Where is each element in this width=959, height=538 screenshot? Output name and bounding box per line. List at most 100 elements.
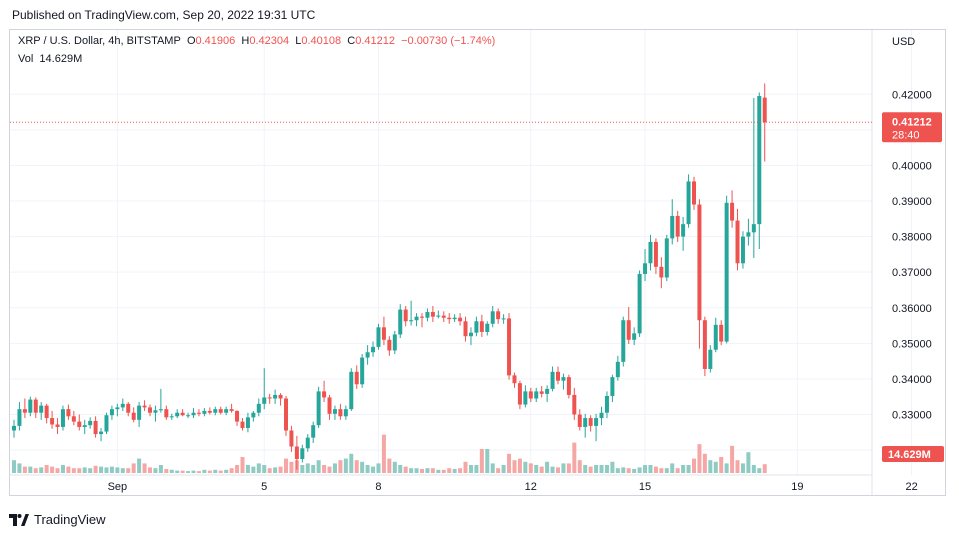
candle-body [479,321,484,332]
candle-body [740,236,745,264]
volume-bar [169,469,174,473]
volume-bar [392,461,397,473]
volume-bar [229,468,234,473]
volume-bar [278,466,283,473]
candle-body [664,238,669,278]
candle-body [305,437,310,449]
candle-body [55,424,60,427]
x-tick-label: 5 [261,481,267,493]
candle-body [670,215,675,239]
candle-body [245,417,250,429]
candle-body [528,391,533,399]
candle-body [496,311,501,320]
candle-body [148,407,152,413]
volume-bar [403,466,408,473]
volume-bar [692,458,696,473]
volume-bar [33,468,38,473]
candle-body [746,232,751,237]
candle-body [392,334,397,351]
volume-bar [577,460,582,473]
candle-body [77,421,82,427]
candle-body [191,412,196,416]
legend-close-label: C [347,35,356,47]
candle-body [82,425,87,427]
candle-body [207,410,212,413]
volume-bar [120,468,125,473]
candle-body [99,431,104,435]
candle-body [131,412,136,420]
legend-close: 0.41212 [355,35,395,47]
legend-high: 0.42304 [249,35,290,47]
volume-bar [550,466,555,473]
volume-bar [12,460,16,473]
volume-bar [71,468,76,473]
candle-body [137,405,142,420]
legend-ohlc: XRP / U.S. Dollar, 4h, BITSTAMP O0.41906… [18,35,495,47]
candle-body [289,430,294,447]
candle-body [697,204,702,321]
footer-brand-text: TradingView [34,512,106,527]
y-tick-label: 0.33000 [892,410,932,422]
volume-bar [381,434,386,473]
volume-bar [66,466,71,473]
volume-bar [414,468,419,473]
volume-bar [610,461,615,473]
candle-body [175,412,180,417]
volume-bar [180,470,185,473]
volume-bar [262,465,267,473]
volume-bar [653,466,658,473]
candle-body [762,97,767,123]
volume-bar [724,463,729,473]
candle-body [577,414,582,427]
chart-canvas[interactable]: 0.320000.330000.340000.350000.360000.370… [10,30,945,495]
candle-body [153,410,158,413]
candle-body [278,394,283,399]
candle-layer [12,83,767,470]
volume-bar [441,469,446,473]
candle-body [458,317,463,322]
volume-bar [142,463,147,473]
volume-bar [430,468,435,473]
volume-bar [327,466,332,473]
candle-body [202,410,207,414]
candle-body [66,409,71,417]
candle-body [566,377,571,395]
candle-body [751,224,756,233]
volume-bar [17,463,22,473]
volume-bar [735,460,740,473]
candle-body [224,409,229,413]
volume-bar [757,468,762,473]
volume-bar [490,463,495,473]
volume-bar [713,461,718,473]
chart-frame[interactable]: 0.320000.330000.340000.350000.360000.370… [9,29,946,496]
volume-bar [376,463,381,473]
volume-bar [615,468,620,473]
volume-bar [556,467,560,473]
candle-body [643,263,648,274]
candle-body [50,418,55,425]
volume-bar [501,465,506,473]
y-tick-label: 0.42000 [892,89,932,101]
volume-bar [659,468,664,473]
footer-brand[interactable]: TradingView [9,512,106,527]
candle-body [343,409,348,417]
candle-body [735,220,740,264]
candle-body [719,324,724,342]
candle-body [621,320,626,362]
legend-low: 0.40108 [301,35,342,47]
candle-body [251,412,256,418]
candle-body [724,202,729,342]
candle-body [196,412,201,414]
y-tick-label: 0.34000 [892,374,932,386]
x-tick-label: Sep [108,481,128,493]
volume-bar [245,465,250,473]
volume-bar [588,466,593,473]
last-price-badge [882,112,942,143]
candle-body [213,409,218,413]
candle-body [371,346,376,353]
volume-bar [153,468,158,473]
candle-body [267,397,272,399]
candle-body [414,316,419,321]
volume-bar [746,452,751,473]
candle-body [17,409,22,426]
